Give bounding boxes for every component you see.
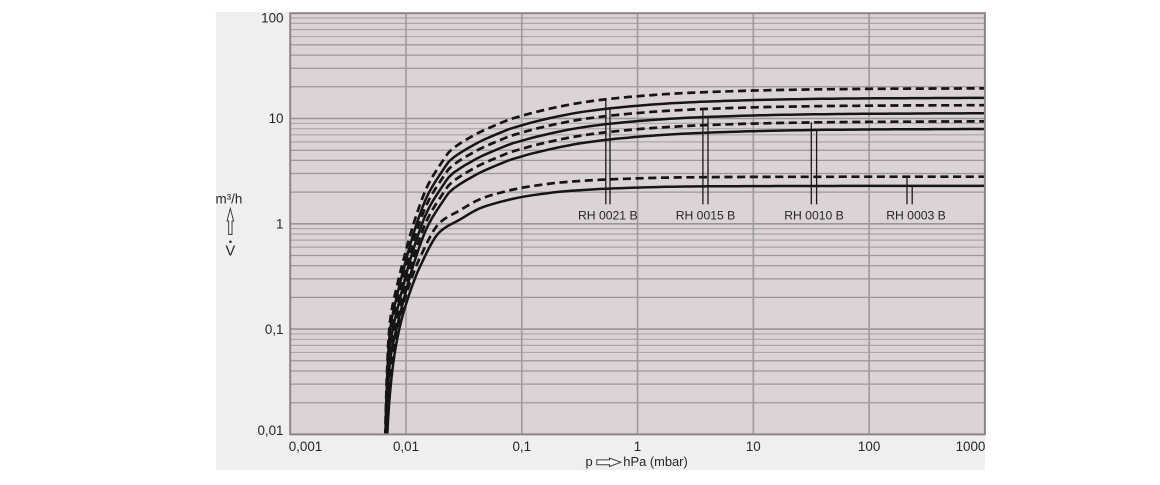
svg-text:10: 10 [746, 439, 761, 454]
svg-text:0,1: 0,1 [265, 322, 284, 337]
svg-text:1: 1 [634, 439, 641, 454]
svg-text:100: 100 [858, 439, 880, 454]
svg-text:10: 10 [269, 111, 284, 126]
svg-text:m³/h: m³/h [216, 191, 243, 206]
svg-text:hPa (mbar): hPa (mbar) [623, 454, 687, 469]
svg-text:RH 0010 B: RH 0010 B [784, 209, 844, 223]
svg-text:RH 0003 B: RH 0003 B [886, 209, 946, 223]
svg-text:RH 0015 B: RH 0015 B [676, 209, 736, 223]
svg-text:V: V [226, 244, 236, 260]
svg-text:0,01: 0,01 [393, 439, 419, 454]
svg-text:100: 100 [261, 10, 283, 25]
svg-text:1: 1 [276, 217, 283, 232]
svg-text:RH 0021 B: RH 0021 B [578, 209, 638, 223]
svg-text:0,1: 0,1 [512, 439, 531, 454]
svg-text:0,01: 0,01 [257, 423, 283, 438]
svg-text:1000: 1000 [956, 439, 986, 454]
svg-text:p: p [586, 454, 593, 469]
svg-text:0,001: 0,001 [289, 439, 323, 454]
